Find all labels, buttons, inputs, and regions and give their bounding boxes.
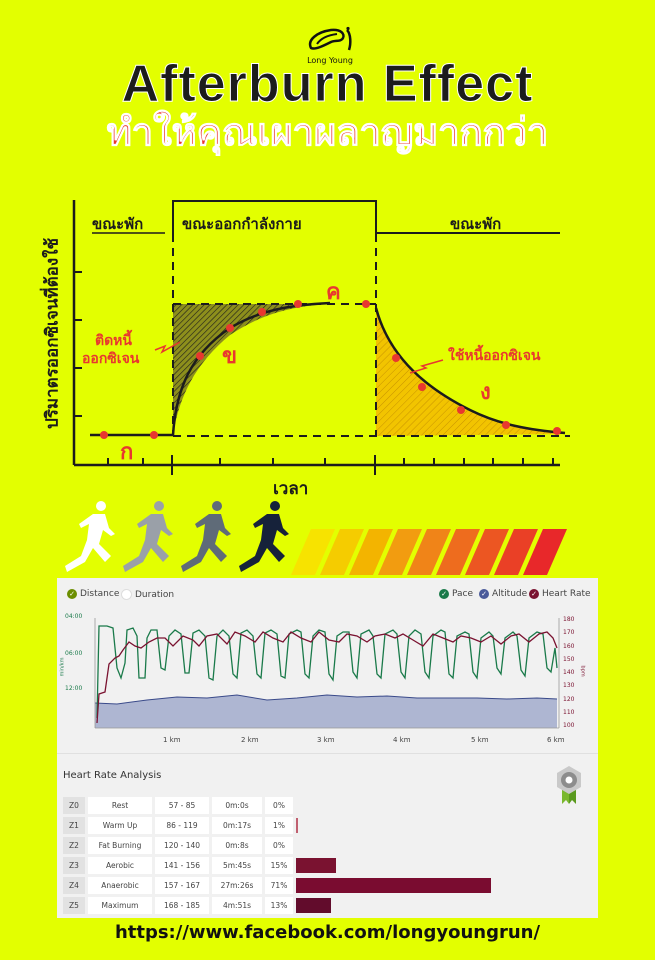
legend-heart-rate-label: Heart Rate [542, 589, 591, 599]
zone-bar [296, 878, 491, 893]
checked-icon: ✓ [439, 589, 449, 599]
long-young-logo-icon [308, 26, 352, 51]
checked-icon: ✓ [479, 589, 489, 599]
zone-row-z0: Z0 Rest 57 - 85 0m:0s 0% [63, 797, 293, 814]
zone-row-z5: Z5 Maximum 168 - 185 4m:51s 13% [63, 897, 331, 914]
legend-heart-rate[interactable]: ✓ Heart Rate [529, 589, 591, 599]
point-a-label: ก [120, 440, 134, 465]
y-axis-label: ปริมาตรออกซิเจนที่ต้องใช้ [42, 237, 63, 430]
activity-line-chart: 04:00 06:00 12:00 min/km 180 170 160 150 140… [57, 608, 598, 758]
logo-label: Long Young [307, 56, 353, 65]
zone-row-z4: Z4 Anaerobic 157 - 167 27m:26s 71% [63, 877, 491, 894]
brand-logo: Long Young [300, 26, 360, 66]
hr-analysis-title: Heart Rate Analysis [63, 770, 162, 781]
pace-axis-label: min/km [59, 657, 66, 677]
zone-bar [296, 898, 331, 913]
x-tick: 5 km [471, 736, 489, 744]
zone-row-z3: Z3 Aerobic 141 - 156 5m:45s 15% [63, 857, 336, 874]
x-tick: 2 km [241, 736, 259, 744]
intensity-stripes [291, 529, 567, 575]
zone-row-z1: Z1 Warm Up 86 - 119 0m:17s 1% [63, 817, 298, 834]
epoc-diagram: ปริมาตรออกซิเจนที่ต้องใช้ เวลา ขณะพัก ขณ… [30, 190, 610, 500]
point-b-label: ข [222, 344, 238, 369]
pace-tick: 06:00 [65, 650, 83, 657]
point-c-label: ค [326, 280, 341, 305]
pace-tick: 12:00 [65, 685, 83, 692]
toggle-distance-label: Distance [80, 589, 120, 599]
page-subtitle: ทำให้คุณเผาผลาญมากกว่า [106, 112, 549, 155]
phase-exercise: ขณะออกกำลังกาย [182, 215, 302, 233]
legend-altitude-label: Altitude [492, 589, 528, 599]
legend-pace-label: Pace [452, 589, 474, 599]
runner-icons [65, 501, 289, 572]
hr-axis-label: bpm [579, 665, 586, 677]
unchecked-icon [121, 589, 132, 600]
page-title: Afterburn Effect [121, 55, 534, 114]
oxygen-repay-label: ใช้หนี้ออกซิเจน [448, 348, 541, 364]
zone-row-z2: Z2 Fat Burning 120 - 140 0m:8s 0% [63, 837, 293, 854]
pace-tick: 04:00 [65, 613, 83, 620]
phase-rest-after: ขณะพัก [450, 215, 502, 233]
zone-bar [296, 858, 336, 873]
legend-pace[interactable]: ✓ Pace [439, 589, 473, 599]
divider [57, 753, 598, 754]
x-tick: 3 km [317, 736, 335, 744]
x-axis-label: เวลา [273, 479, 309, 499]
legend-altitude[interactable]: ✓ Altitude [479, 589, 527, 599]
hr-ticks: 180 170 160 150 140 130 120 110 100 [563, 616, 575, 730]
facebook-link[interactable]: https://www.facebook.com/longyoungrun/ [114, 922, 541, 943]
toggle-duration-label: Duration [135, 589, 175, 600]
point-d-label: ง [480, 380, 491, 405]
badge-icon [554, 764, 584, 810]
intensity-banner [55, 495, 615, 580]
toggle-distance[interactable]: ✓ Distance [67, 589, 119, 599]
zone-bar [296, 818, 298, 833]
oxygen-debt-label-1: ติดหนี้ [95, 333, 132, 349]
toggle-duration[interactable]: Duration [121, 589, 174, 600]
phase-rest-before: ขณะพัก [92, 215, 144, 233]
checked-icon: ✓ [67, 589, 77, 599]
oxygen-debt-label-2: ออกซิเจน [82, 351, 140, 367]
x-tick: 6 km [547, 736, 565, 744]
checked-icon: ✓ [529, 589, 539, 599]
x-tick: 1 km [163, 736, 181, 744]
x-tick: 4 km [393, 736, 411, 744]
activity-panel: ✓ Distance Duration ✓ Pace ✓ Altitude ✓ … [57, 578, 598, 918]
